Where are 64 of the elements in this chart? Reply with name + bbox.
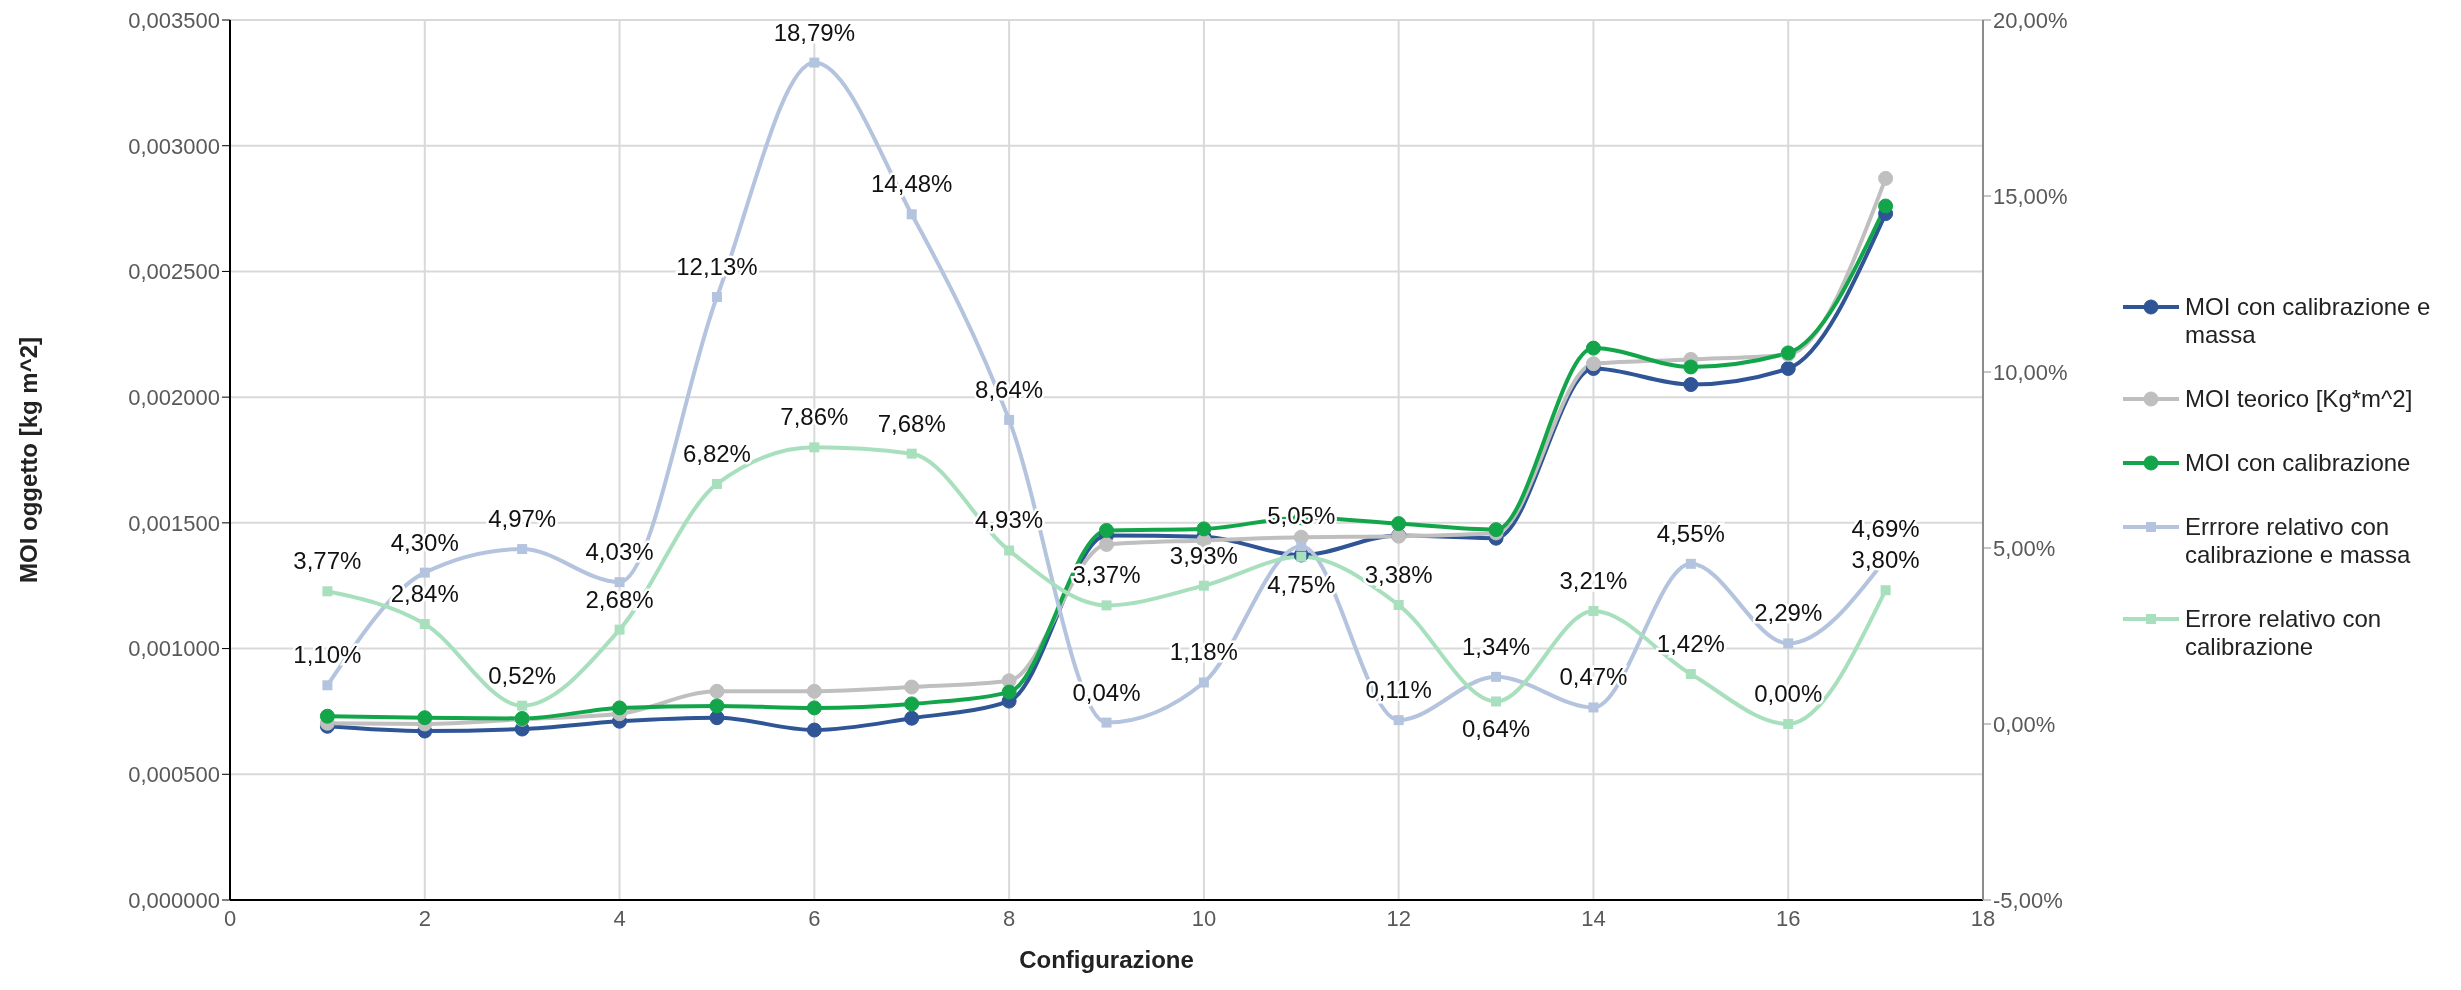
data-label: 0,04% — [1072, 678, 1141, 706]
x-tick-label: 2 — [418, 906, 431, 931]
data-label: 3,80% — [1851, 546, 1920, 574]
data-label: 4,75% — [1267, 570, 1336, 598]
y-tick-label: 0,003500 — [128, 7, 220, 33]
data-label: 3,38% — [1364, 561, 1433, 589]
y-tick-label: 0,000000 — [128, 887, 220, 913]
y2-tick-label: 5,00% — [1993, 535, 2056, 561]
y2-tick-label: 10,00% — [1993, 359, 2068, 385]
y2-tick-label: 0,00% — [1993, 711, 2056, 737]
y-tick-label: 0,001500 — [128, 510, 220, 536]
data-label: 4,03% — [585, 538, 654, 566]
x-tick-label: 16 — [1775, 906, 1801, 931]
data-label: 0,11% — [1365, 676, 1432, 704]
x-axis-title: Configurazione — [1019, 946, 1194, 973]
x-tick-label: 8 — [1002, 906, 1016, 931]
x-tick-label: 0 — [223, 906, 237, 931]
x-tick-label: 18 — [1970, 906, 1996, 931]
data-label: 4,55% — [1656, 519, 1725, 547]
y2-tick-label: 15,00% — [1993, 183, 2068, 209]
data-label: 0,00% — [1754, 680, 1823, 707]
y2-tick-label: -5,00% — [1993, 887, 2063, 913]
data-label: 4,30% — [390, 528, 459, 556]
data-label: 1,34% — [1462, 632, 1531, 660]
data-label: 4,97% — [488, 505, 557, 533]
data-label: 4,69% — [1851, 514, 1920, 542]
data-label: 0,64% — [1462, 715, 1531, 743]
data-label: 7,68% — [877, 409, 946, 437]
data-label: 14,48% — [871, 170, 953, 198]
data-label: 7,86% — [780, 403, 849, 431]
x-tick-label: 6 — [808, 906, 821, 931]
legend-label: MOI con calibrazione — [2185, 449, 2411, 477]
data-label: 4,93% — [975, 506, 1044, 534]
legend-label: MOI teorico [Kg*m^2] — [2185, 385, 2413, 413]
legend-label: MOI con calibrazione e massa — [2185, 293, 2432, 349]
legend-label: Errore relativo con calibrazione — [2185, 605, 2383, 661]
y2-tick-label: 20,00% — [1993, 7, 2068, 33]
data-label: 1,10% — [293, 641, 362, 669]
legend-label: Errrore relativo con calibrazione e massa — [2185, 513, 2412, 569]
data-label: 2,29% — [1754, 599, 1823, 627]
x-tick-label: 10 — [1191, 906, 1217, 931]
data-label: 2,68% — [585, 585, 654, 613]
y-tick-label: 0,001000 — [128, 636, 220, 662]
x-tick-label: 12 — [1386, 906, 1411, 931]
y-tick-label: 0,003000 — [128, 133, 220, 159]
data-label: 8,64% — [975, 375, 1044, 403]
data-label: 0,52% — [488, 661, 557, 689]
y-axis-title: MOI oggetto [kg m^2] — [14, 337, 42, 583]
x-tick-label: 14 — [1581, 906, 1606, 931]
y-tick-label: 0,002500 — [128, 259, 220, 285]
data-label: 1,42% — [1656, 630, 1725, 658]
data-label: 3,21% — [1559, 567, 1628, 595]
data-label: 6,82% — [682, 439, 751, 467]
data-label: 2,84% — [390, 580, 459, 608]
y-tick-label: 0,000500 — [128, 762, 220, 788]
x-tick-label: 4 — [613, 906, 626, 931]
data-label: 12,13% — [676, 253, 758, 281]
data-label: 1,18% — [1169, 638, 1238, 666]
data-label: 3,93% — [1169, 541, 1238, 569]
data-label: 0,47% — [1559, 663, 1628, 691]
data-label: 3,77% — [293, 547, 362, 575]
y-tick-label: 0,002000 — [128, 384, 220, 410]
data-label: 3,37% — [1072, 561, 1141, 589]
data-label: 18,79% — [773, 18, 856, 46]
